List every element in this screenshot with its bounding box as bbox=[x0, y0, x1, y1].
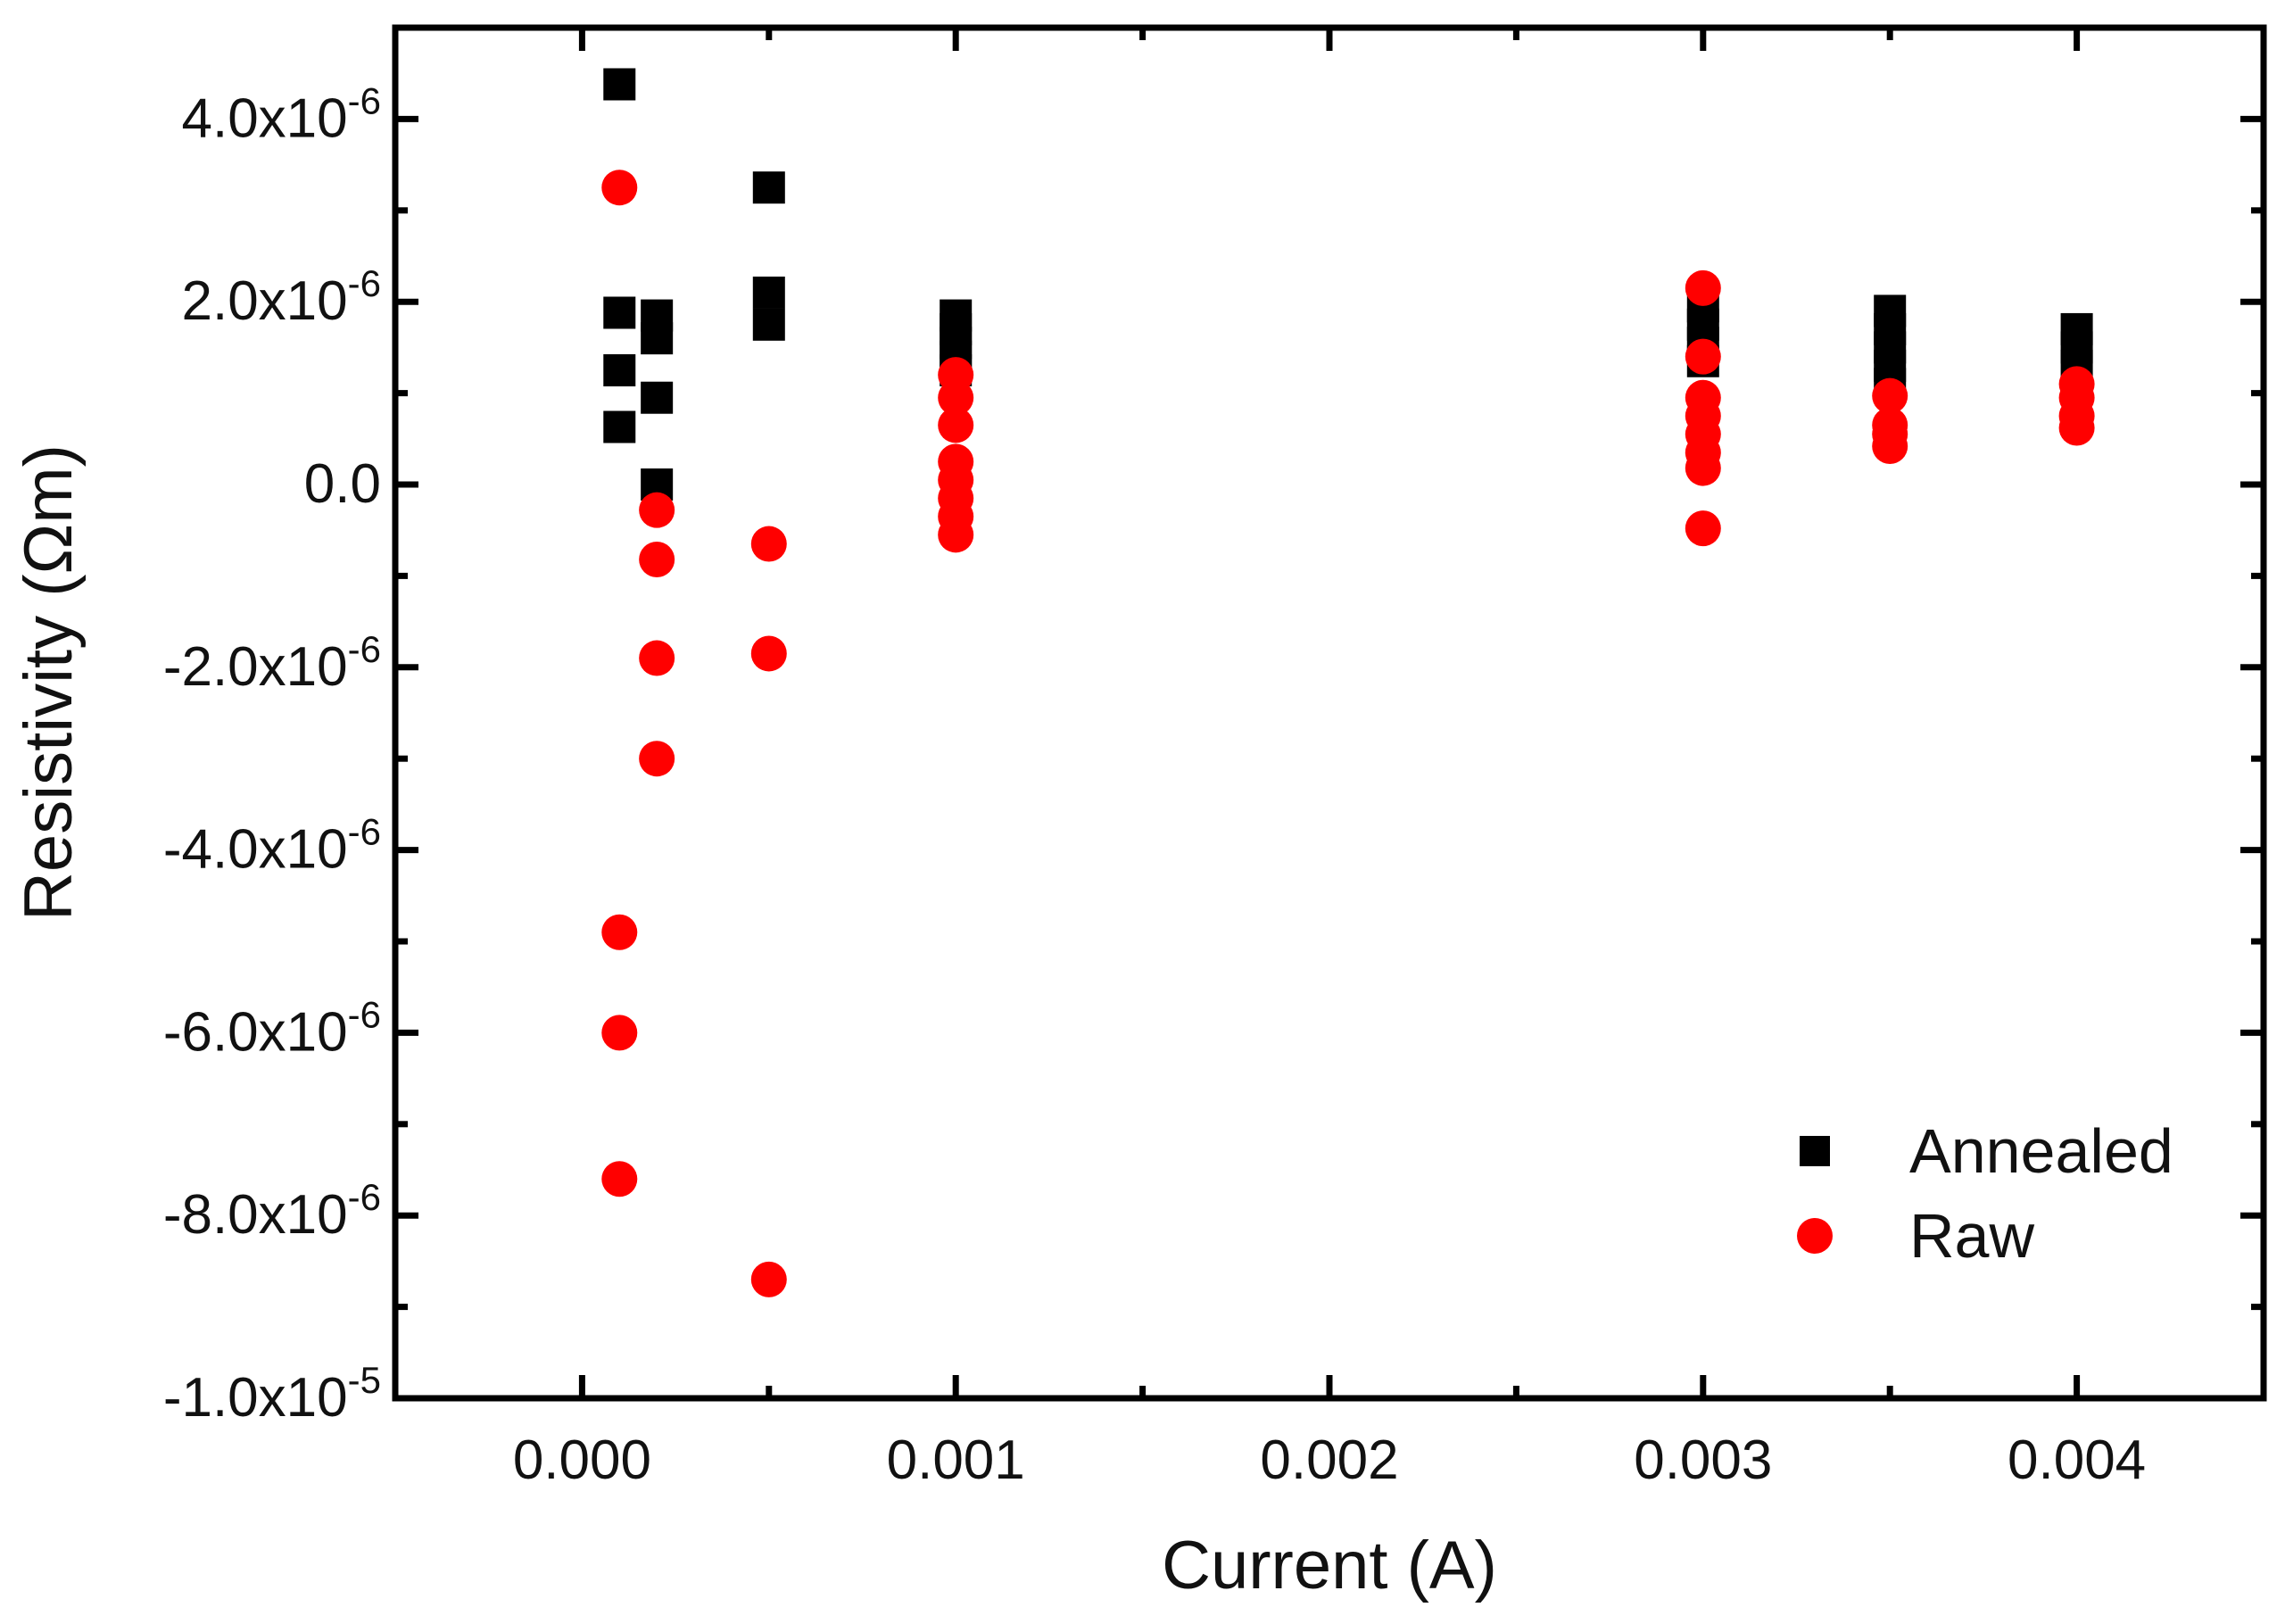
legend-marker-raw bbox=[1797, 1218, 1833, 1254]
annealed-point bbox=[752, 308, 785, 341]
annealed-point bbox=[603, 296, 636, 329]
legend-label: Raw bbox=[1909, 1201, 2034, 1271]
raw-point bbox=[1872, 427, 1908, 464]
y-tick-label: -2.0x10-6 bbox=[163, 628, 381, 698]
raw-point bbox=[601, 914, 638, 950]
annealed-point bbox=[641, 322, 674, 355]
x-tick-label: 0.001 bbox=[887, 1429, 1025, 1491]
raw-point bbox=[938, 517, 974, 553]
annealed-point bbox=[603, 410, 636, 443]
raw-point bbox=[750, 1261, 787, 1297]
y-tick-label: 4.0x10-6 bbox=[181, 79, 381, 149]
raw-point bbox=[938, 407, 974, 443]
annealed-point bbox=[752, 171, 785, 204]
y-tick-label: 2.0x10-6 bbox=[181, 262, 381, 332]
x-axis-title: Current (A) bbox=[1162, 1528, 1497, 1603]
axis-ticks bbox=[395, 24, 2264, 1402]
raw-point bbox=[639, 741, 675, 777]
y-tick-label: -6.0x10-6 bbox=[163, 993, 381, 1063]
legend: Annealed Raw bbox=[1797, 1116, 2173, 1271]
x-tick-label: 0.003 bbox=[1634, 1429, 1772, 1491]
raw-point bbox=[639, 492, 675, 528]
annealed-point bbox=[603, 354, 636, 386]
x-tick-label: 0.004 bbox=[2008, 1429, 2146, 1491]
raw-point bbox=[2058, 410, 2095, 446]
raw-point bbox=[1685, 338, 1721, 375]
raw-point bbox=[750, 526, 787, 562]
raw-point bbox=[1685, 510, 1721, 547]
annealed-point bbox=[641, 381, 674, 414]
y-tick-label: 0.0 bbox=[304, 453, 381, 515]
y-axis-title: Resistivity (Ωm) bbox=[11, 444, 87, 921]
x-tick-label: 0.002 bbox=[1260, 1429, 1398, 1491]
annealed-point bbox=[752, 276, 785, 309]
raw-point bbox=[601, 170, 638, 206]
raw-point bbox=[938, 379, 974, 416]
legend-label: Annealed bbox=[1909, 1116, 2173, 1186]
raw-point bbox=[1872, 377, 1908, 414]
raw-point bbox=[601, 1161, 638, 1197]
y-tick-label: -8.0x10-6 bbox=[163, 1176, 381, 1246]
raw-point bbox=[1685, 269, 1721, 306]
data-markers bbox=[601, 68, 2095, 1297]
x-tick-label: 0.000 bbox=[513, 1429, 651, 1491]
y-tick-labels: 4.0x10-6 2.0x10-6 0.0 -2.0x10-6 -4.0x10-6 -6.… bbox=[163, 79, 381, 1429]
y-tick-label: -4.0x10-6 bbox=[163, 811, 381, 881]
x-tick-labels: 0.000 0.001 0.002 0.003 0.004 bbox=[513, 1429, 2146, 1491]
annealed-point bbox=[603, 68, 636, 101]
raw-point bbox=[639, 640, 675, 676]
legend-marker-annealed bbox=[1800, 1136, 1830, 1166]
y-tick-label: -1.0x10-5 bbox=[163, 1359, 381, 1429]
raw-point bbox=[601, 1015, 638, 1051]
raw-point bbox=[639, 541, 675, 577]
raw-point bbox=[1685, 450, 1721, 486]
plot-area bbox=[392, 24, 2267, 1402]
raw-point bbox=[750, 635, 787, 672]
